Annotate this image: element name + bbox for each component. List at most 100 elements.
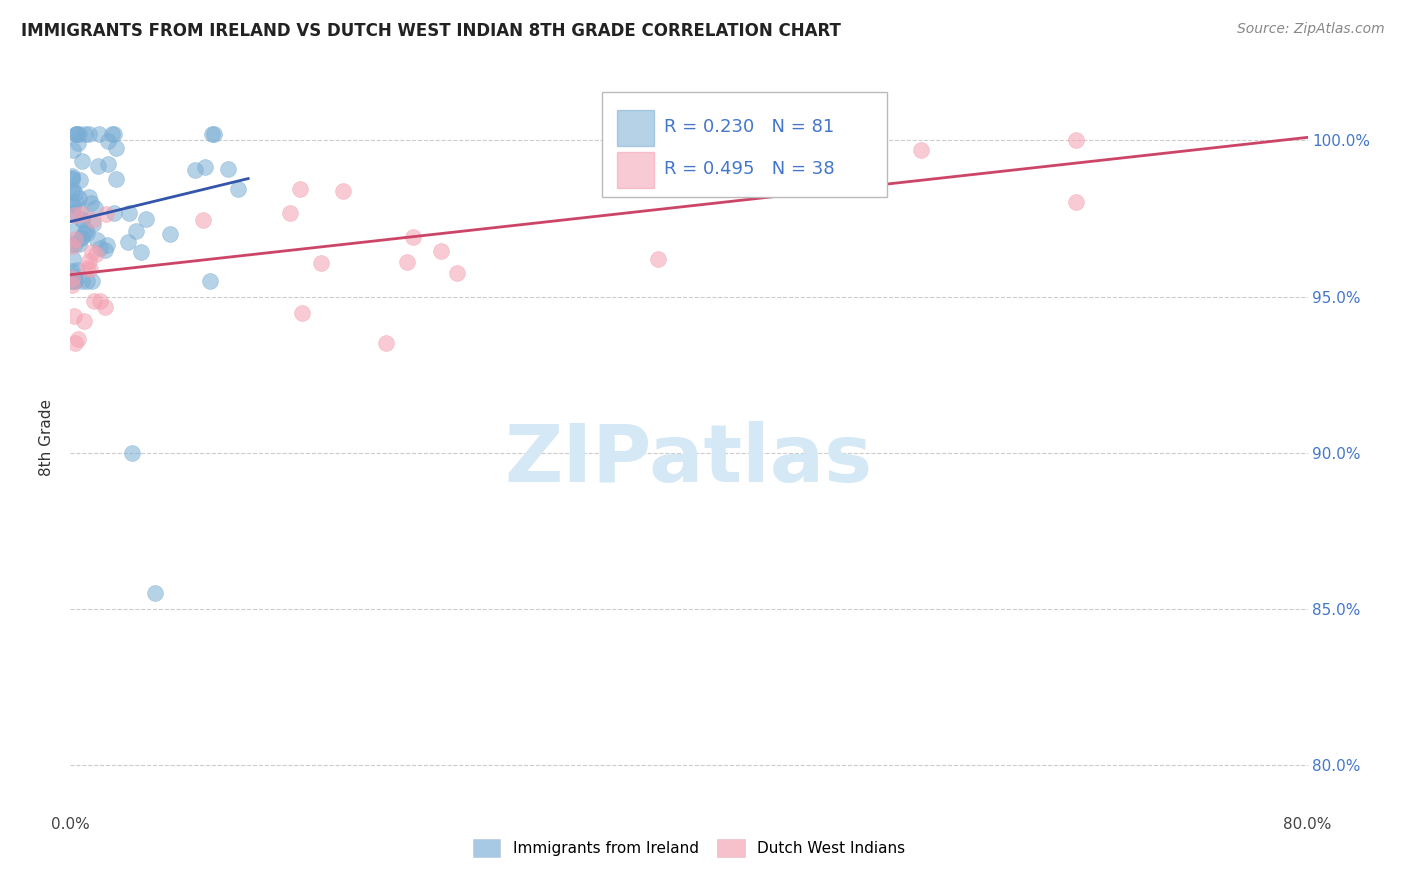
Point [80,196,103,211]
Point [117,235,139,250]
Point [67,127,90,141]
Point [73,127,96,141]
Point [121,446,143,460]
Point [63,232,86,246]
Point [105,140,128,154]
Point [75,223,97,237]
Point [80,245,103,260]
Point [217,162,239,177]
Point [118,206,141,220]
Point [60,271,83,285]
Point [60,172,83,186]
Point [194,160,217,174]
Point [70,230,93,244]
Point [67,191,90,205]
Point [145,586,166,600]
Point [62,224,84,238]
Point [76,274,98,288]
Point [101,127,124,141]
Point [647,252,669,266]
Point [105,171,128,186]
Point [89,127,111,141]
Point [125,224,148,238]
Point [202,127,225,141]
Point [1064,195,1087,210]
Point [82,217,104,231]
Text: Source: ZipAtlas.com: Source: ZipAtlas.com [1237,22,1385,37]
Point [291,306,314,320]
Point [67,236,90,251]
Point [63,336,86,351]
Point [62,207,84,221]
Point [70,212,93,227]
Point [66,127,89,141]
Y-axis label: 8th Grade: 8th Grade [39,399,55,475]
Point [93,300,115,314]
Point [135,212,157,227]
Point [63,236,86,251]
Point [62,184,84,198]
Text: ZIPatlas: ZIPatlas [505,420,873,499]
Point [87,159,110,173]
Point [62,144,84,158]
Point [60,169,83,183]
Point [332,184,354,198]
Point [76,226,98,240]
Point [430,244,453,258]
Point [311,256,333,270]
Point [60,278,83,293]
Point [79,261,101,276]
Point [65,127,87,141]
Point [94,206,117,220]
Point [60,274,83,288]
Point [60,196,83,211]
Point [73,226,96,240]
Point [62,252,84,266]
Point [82,274,104,288]
Point [159,227,181,241]
Point [66,332,89,346]
Point [70,154,93,169]
Point [83,293,105,308]
Point [69,203,91,218]
Point [70,207,93,221]
Point [70,230,93,244]
Legend: Immigrants from Ireland, Dutch West Indians: Immigrants from Ireland, Dutch West Indi… [472,838,905,856]
Point [86,247,108,261]
Point [63,268,86,283]
Point [60,263,83,277]
Point [94,244,117,258]
FancyBboxPatch shape [617,111,654,146]
Point [191,213,214,227]
Point [84,201,107,215]
Point [60,185,83,199]
Point [60,205,83,219]
Point [446,266,468,280]
Point [73,313,96,327]
Point [77,254,100,268]
Point [129,245,152,260]
Point [96,156,118,170]
Point [63,186,86,200]
Point [66,263,89,277]
Text: IMMIGRANTS FROM IRELAND VS DUTCH WEST INDIAN 8TH GRADE CORRELATION CHART: IMMIGRANTS FROM IRELAND VS DUTCH WEST IN… [21,22,841,40]
Point [184,162,207,177]
Point [63,274,86,288]
Text: R = 0.495   N = 38: R = 0.495 N = 38 [664,160,835,178]
Point [228,182,250,196]
Point [60,239,83,253]
Point [103,206,125,220]
Point [76,260,98,275]
Point [62,198,84,212]
Point [86,233,108,247]
Point [69,173,91,187]
Point [402,230,425,244]
Point [79,127,101,141]
Point [910,143,932,157]
Point [82,213,104,227]
Point [63,195,86,210]
Point [97,134,120,148]
Point [63,274,86,288]
Point [70,211,93,226]
Point [60,237,83,252]
